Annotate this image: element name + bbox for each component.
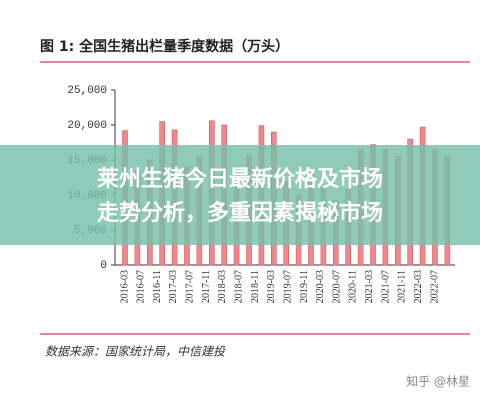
- banner-line: 走势分析，多重因素揭秘市场: [97, 200, 383, 226]
- x-tick-label: 2021-07: [380, 270, 391, 303]
- banner: [0, 145, 480, 245]
- x-tick-label: 2016-07: [136, 270, 147, 303]
- x-tick-label: 2019-03: [266, 270, 277, 303]
- x-tick-label: 2019-07: [282, 270, 293, 303]
- x-tick-label: 2020-07: [331, 270, 342, 303]
- watermark: 知乎 @林星: [406, 375, 470, 389]
- x-tick-label: 2018-03: [217, 270, 228, 303]
- y-tick-label: 25,000: [67, 85, 107, 97]
- x-tick-label: 2022-07: [429, 270, 440, 303]
- x-tick-label: 2017-07: [185, 270, 196, 303]
- chart-title: 图 1: 全国生猪出栏量季度数据（万头）: [40, 38, 289, 55]
- x-tick-label: 2016-03: [119, 270, 130, 303]
- x-tick-label: 2017-03: [168, 270, 179, 303]
- x-tick-label: 2021-03: [364, 270, 375, 303]
- x-tick-label: 2018-07: [234, 270, 245, 303]
- y-tick-label: 20,000: [67, 120, 107, 132]
- y-tick-label: 0: [100, 260, 107, 272]
- x-tick-label: 2021-11: [397, 270, 408, 303]
- x-tick-label: 2017-11: [201, 270, 212, 303]
- x-tick-label: 2018-11: [250, 270, 261, 303]
- x-tick-label: 2020-03: [315, 270, 326, 303]
- x-tick-label: 2022-03: [413, 270, 424, 303]
- banner-line: 莱州生猪今日最新价格及市场: [97, 166, 383, 192]
- x-tick-label: 2016-11: [152, 270, 163, 303]
- x-tick-label: 2019-11: [299, 270, 310, 303]
- source: 数据来源：国家统计局，中信建投: [45, 345, 226, 359]
- x-tick-label: 2020-11: [348, 270, 359, 303]
